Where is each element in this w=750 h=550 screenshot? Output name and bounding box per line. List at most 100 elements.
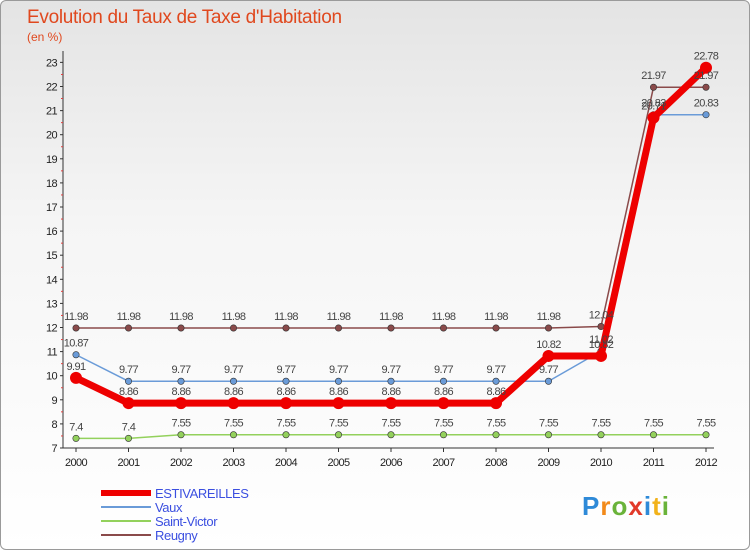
y-tick-label: 20 bbox=[46, 130, 58, 142]
data-point-estivareilles bbox=[490, 397, 502, 410]
data-label-saint-victor: 7.4 bbox=[69, 421, 83, 433]
data-point-reugny bbox=[439, 324, 447, 332]
logo-letter: i bbox=[661, 491, 670, 521]
data-label-estivareilles: 10.82 bbox=[536, 339, 561, 351]
proxiti-logo: Proxiti bbox=[582, 491, 670, 522]
data-point-estivareilles bbox=[70, 371, 82, 384]
legend-swatch-vaux bbox=[101, 506, 151, 508]
data-label-saint-victor: 7.55 bbox=[644, 418, 663, 430]
data-label-reugny: 11.98 bbox=[169, 311, 193, 323]
data-label-reugny: 11.98 bbox=[537, 311, 561, 323]
data-label-vaux: 9.77 bbox=[276, 364, 295, 376]
data-label-vaux: 9.77 bbox=[224, 364, 243, 376]
data-label-reugny: 11.98 bbox=[64, 311, 88, 323]
data-point-estivareilles bbox=[385, 397, 397, 410]
data-point-saint-victor bbox=[72, 434, 80, 442]
data-point-reugny bbox=[544, 324, 552, 332]
data-point-reugny bbox=[230, 324, 238, 332]
data-label-vaux: 10.87 bbox=[64, 338, 89, 350]
x-tick-label: 2003 bbox=[222, 457, 245, 469]
y-tick-label: 10 bbox=[46, 371, 58, 383]
legend-label-estivareilles: ESTIVAREILLES bbox=[155, 485, 249, 501]
data-label-reugny: 11.98 bbox=[379, 311, 403, 323]
data-point-vaux bbox=[230, 377, 238, 385]
data-label-estivareilles: 8.86 bbox=[276, 386, 295, 398]
data-point-vaux bbox=[439, 377, 447, 385]
data-point-saint-victor bbox=[544, 431, 552, 439]
data-point-saint-victor bbox=[702, 431, 710, 439]
y-tick-label: 18 bbox=[46, 178, 58, 190]
data-label-estivareilles: 8.86 bbox=[224, 386, 243, 398]
legend-swatch-estivareilles bbox=[101, 490, 151, 496]
data-label-saint-victor: 7.55 bbox=[224, 418, 243, 430]
data-label-vaux: 9.77 bbox=[434, 364, 453, 376]
data-label-vaux: 9.77 bbox=[171, 364, 190, 376]
series-line-estivareilles bbox=[72, 64, 710, 407]
data-label-saint-victor: 7.55 bbox=[539, 418, 558, 430]
data-point-vaux bbox=[387, 377, 395, 385]
data-point-vaux bbox=[702, 111, 710, 119]
data-label-reugny: 11.98 bbox=[222, 311, 246, 323]
logo-letter: r bbox=[600, 491, 612, 521]
data-point-reugny bbox=[177, 324, 185, 332]
data-point-reugny bbox=[702, 83, 710, 91]
data-point-saint-victor bbox=[334, 431, 342, 439]
data-point-vaux bbox=[334, 377, 342, 385]
series-layer bbox=[70, 61, 712, 442]
y-tick-label: 19 bbox=[46, 154, 58, 166]
data-point-vaux bbox=[72, 351, 80, 359]
data-point-reugny bbox=[72, 324, 80, 332]
data-label-estivareilles: 8.86 bbox=[381, 386, 400, 398]
x-tick-label: 2009 bbox=[537, 457, 560, 469]
x-tick-label: 2010 bbox=[590, 457, 613, 469]
x-tick-label: 2004 bbox=[275, 457, 298, 469]
data-point-saint-victor bbox=[439, 431, 447, 439]
logo-letter: o bbox=[611, 491, 629, 521]
data-point-vaux bbox=[125, 377, 133, 385]
legend-item-vaux: Vaux bbox=[101, 499, 249, 515]
legend-label-saint-victor: Saint-Victor bbox=[155, 513, 218, 529]
x-tick-label: 2007 bbox=[432, 457, 455, 469]
y-tick-label: 23 bbox=[46, 57, 58, 69]
chart-title: Evolution du Taux de Taxe d'Habitation bbox=[27, 7, 342, 28]
data-label-saint-victor: 7.55 bbox=[591, 418, 610, 430]
data-point-estivareilles bbox=[595, 349, 607, 362]
chart-subtitle: (en %) bbox=[27, 30, 63, 44]
data-point-estivareilles bbox=[542, 349, 555, 362]
legend-item-saint-victor: Saint-Victor bbox=[101, 513, 249, 529]
data-label-vaux: 9.77 bbox=[539, 364, 558, 376]
data-label-saint-victor: 7.55 bbox=[434, 418, 453, 430]
y-tick-label: 13 bbox=[46, 298, 58, 310]
data-point-estivareilles bbox=[437, 397, 450, 410]
data-label-estivareilles: 10.82 bbox=[589, 339, 614, 351]
data-point-vaux bbox=[544, 377, 552, 385]
logo-letter: t bbox=[652, 491, 662, 521]
data-label-saint-victor: 7.55 bbox=[276, 418, 295, 430]
x-tick-label: 2005 bbox=[327, 457, 350, 469]
series-line-reugny bbox=[76, 86, 706, 329]
legend-label-vaux: Vaux bbox=[155, 499, 183, 515]
legend-swatch-saint-victor bbox=[101, 520, 151, 522]
data-point-saint-victor bbox=[492, 431, 500, 439]
data-label-reugny: 11.98 bbox=[432, 311, 456, 323]
data-label-estivareilles: 8.86 bbox=[171, 386, 190, 398]
data-point-reugny bbox=[649, 83, 657, 91]
data-point-reugny bbox=[282, 324, 290, 332]
data-point-vaux bbox=[492, 377, 500, 385]
data-point-saint-victor bbox=[230, 431, 238, 439]
data-label-reugny: 21.97 bbox=[641, 70, 666, 82]
data-label-estivareilles: 22.78 bbox=[694, 51, 719, 63]
data-label-vaux: 9.77 bbox=[329, 364, 348, 376]
data-point-saint-victor bbox=[125, 434, 133, 442]
labels-layer: 10.87 9.77 9.77 9.77 9.77 9.77 9.77 9.77 9.77 9.7… bbox=[64, 51, 720, 434]
data-label-reugny: 12.04 bbox=[589, 310, 614, 322]
data-label-vaux: 20.83 bbox=[694, 98, 719, 110]
data-label-reugny: 21.97 bbox=[694, 70, 719, 82]
legend-item-reugny: Reugny bbox=[101, 528, 249, 543]
data-label-vaux: 9.77 bbox=[381, 364, 400, 376]
y-tick-label: 7 bbox=[51, 443, 57, 455]
data-point-saint-victor bbox=[177, 431, 185, 439]
logo-letter: P bbox=[582, 491, 601, 521]
